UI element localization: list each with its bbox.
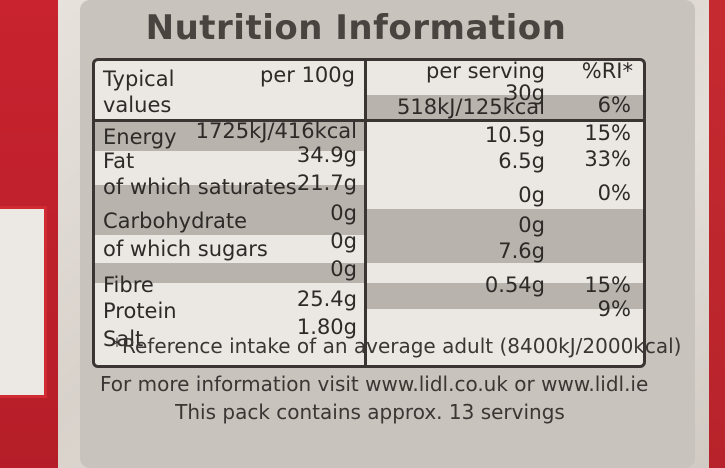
header-per-100g: per 100g	[260, 63, 355, 87]
row-serving-sugars: 0g	[518, 213, 545, 237]
row-ri-energy: 6%	[597, 93, 631, 117]
row-label-salt: Salt	[103, 327, 144, 351]
shade-band	[367, 283, 643, 309]
shade-band	[367, 95, 643, 121]
more-info-text: For more information visit www.lidl.co.u…	[100, 372, 649, 396]
row-per100-protein: 25.4g	[296, 287, 357, 311]
row-serving-energy: 518kJ/125kcal	[396, 95, 545, 119]
header-typical: Typical	[103, 67, 175, 91]
header-values: values	[103, 93, 172, 117]
row-ri-fibre: 15%	[584, 273, 631, 297]
row-ri-protein: 9%	[597, 297, 631, 321]
header-per-serving: per serving	[426, 59, 545, 83]
nutrition-table: Typical values per 100g per serving 30g …	[92, 58, 646, 368]
row-per100-energy: 1725kJ/416kcal	[195, 119, 357, 143]
shade-band	[95, 121, 367, 151]
row-label-saturates: of which saturates	[103, 175, 297, 199]
header-divider	[95, 119, 643, 122]
packaging-red-edge-left	[0, 0, 58, 468]
row-label-protein: Protein	[103, 299, 177, 323]
shade-band	[367, 209, 643, 263]
row-label-energy: Energy	[103, 125, 177, 149]
servings-text: This pack contains approx. 13 servings	[175, 400, 565, 424]
shade-band	[95, 185, 367, 235]
packaging-white-panel	[0, 206, 47, 398]
row-label-carbohydrate: Carbohydrate	[103, 209, 248, 233]
row-serving-protein: 0.54g	[484, 273, 545, 297]
row-ri-fat: 15%	[584, 121, 631, 145]
row-per100-sugars: 0g	[330, 229, 357, 253]
row-per100-fibre: 0g	[330, 257, 357, 281]
header-ri: %RI*	[581, 59, 633, 83]
header-serving-size: 30g	[504, 81, 545, 105]
nutrition-title: Nutrition Information	[145, 8, 567, 48]
row-serving-saturates: 6.5g	[498, 149, 545, 173]
shade-band	[95, 263, 367, 283]
row-label-fat: Fat	[103, 149, 135, 173]
row-serving-fat: 10.5g	[484, 123, 545, 147]
row-ri-carbohydrate: 0%	[597, 181, 631, 205]
row-per100-fat: 34.9g	[296, 143, 357, 167]
packaging-red-edge-right	[709, 0, 725, 468]
row-ri-saturates: 33%	[584, 147, 631, 171]
reference-intake-note: *Reference intake of an average adult (8…	[112, 334, 682, 358]
row-label-sugars: of which sugars	[103, 237, 268, 261]
row-serving-carbohydrate: 0g	[518, 183, 545, 207]
row-per100-carbohydrate: 0g	[330, 201, 357, 225]
row-serving-fibre: 7.6g	[498, 239, 545, 263]
column-divider	[364, 61, 367, 365]
row-per100-saturates: 21.7g	[296, 171, 357, 195]
row-label-fibre: Fibre	[103, 273, 154, 297]
row-per100-salt: 1.80g	[296, 315, 357, 339]
